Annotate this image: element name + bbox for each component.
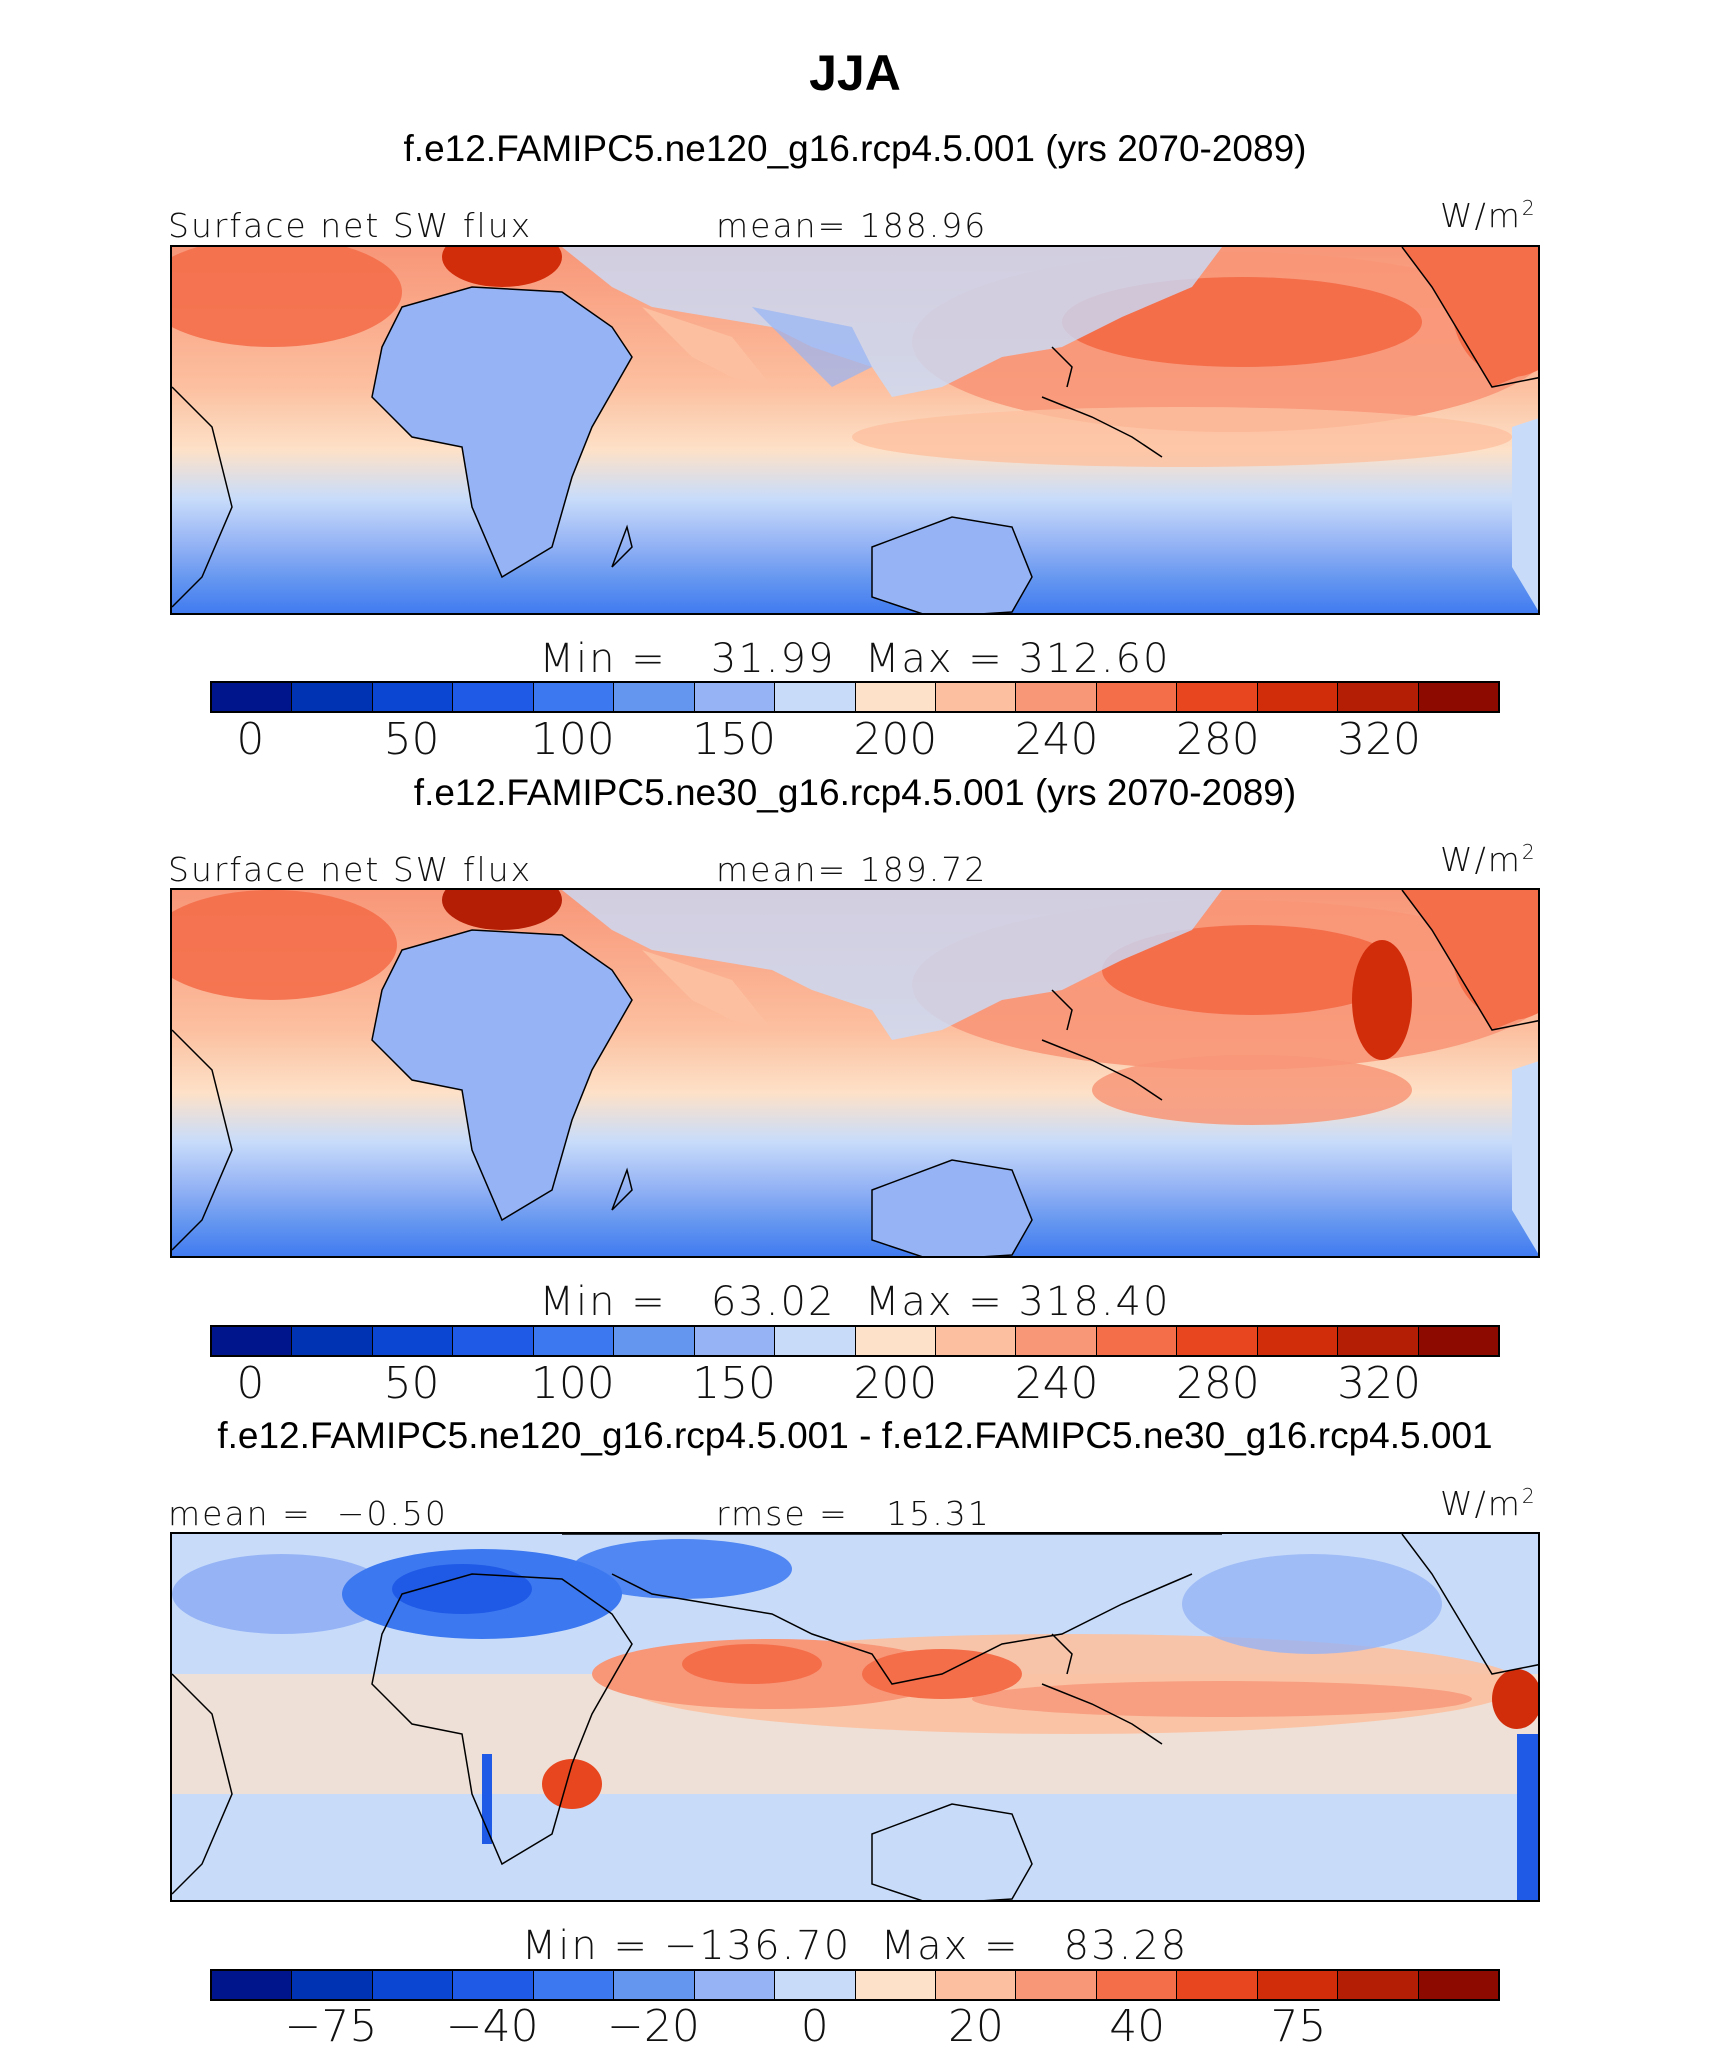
panel-3-units: W/m2 xyxy=(1440,1484,1537,1523)
panel-1-map xyxy=(170,245,1540,615)
panel-3-title: f.e12.FAMIPC5.ne120_g16.rcp4.5.001 - f.e… xyxy=(217,1415,1493,1456)
colorbar-tick-label: 240 xyxy=(1014,714,1099,765)
panel-3-rmse-label: rmse = 15.31 xyxy=(716,1494,991,1533)
colorbar-cell xyxy=(212,1971,293,1999)
colorbar-cell xyxy=(775,1327,856,1355)
colorbar-cell xyxy=(292,1327,373,1355)
panel-2-minmax: Min = 63.02 Max = 318.40 xyxy=(539,1279,1171,1325)
colorbar-cell xyxy=(694,1327,776,1355)
colorbar-cell xyxy=(292,683,373,711)
colorbar-cell xyxy=(1177,1327,1258,1355)
colorbar-cell xyxy=(533,1327,615,1355)
colorbar-tick-label: 150 xyxy=(692,714,777,765)
panel-1-variable-label: Surface net SW flux xyxy=(168,206,533,245)
colorbar-tick-label: 150 xyxy=(692,1358,777,1409)
colorbar-cell xyxy=(1418,1971,1498,1999)
colorbar-cell xyxy=(935,1971,1017,1999)
colorbar-cell xyxy=(614,683,695,711)
colorbar-cell xyxy=(1257,683,1339,711)
colorbar-cell xyxy=(1338,1971,1419,1999)
panel-3-map xyxy=(170,1532,1540,1902)
season-title: JJA xyxy=(809,45,901,101)
colorbar-cell xyxy=(1096,683,1178,711)
colorbar-cell xyxy=(1096,1327,1178,1355)
colorbar-cell xyxy=(935,683,1017,711)
colorbar-cell xyxy=(1016,683,1097,711)
colorbar-cell xyxy=(855,1327,936,1355)
colorbar-cell xyxy=(614,1971,695,1999)
panel-3-map-svg xyxy=(172,1534,1538,1900)
panel-2-title: f.e12.FAMIPC5.ne30_g16.rcp4.5.001 (yrs 2… xyxy=(413,772,1297,813)
colorbar-cell xyxy=(212,1327,293,1355)
colorbar-tick-label: 0 xyxy=(800,2001,829,2052)
colorbar-tick-label: 320 xyxy=(1337,714,1422,765)
colorbar-cell xyxy=(1096,1971,1178,1999)
panel-1-units: W/m2 xyxy=(1440,196,1537,235)
panel-1-mean-label: mean= 188.96 xyxy=(716,206,988,245)
colorbar-cell xyxy=(292,1971,373,1999)
panel-2-mean-label: mean= 189.72 xyxy=(716,850,988,889)
panel-3-mean-label: mean = −0.50 xyxy=(168,1494,448,1533)
colorbar-tick-label: 50 xyxy=(383,714,440,765)
panel-3-colorbar xyxy=(210,1969,1500,2001)
colorbar-cell xyxy=(694,683,776,711)
panel-2-colorbar xyxy=(210,1325,1500,1357)
colorbar-cell xyxy=(212,683,293,711)
colorbar-tick-label: −20 xyxy=(607,2001,700,2052)
colorbar-cell xyxy=(1177,1971,1258,1999)
colorbar-cell xyxy=(775,1971,856,1999)
colorbar-cell xyxy=(372,1327,454,1355)
panel-1-colorbar xyxy=(210,681,1500,713)
colorbar-cell xyxy=(935,1327,1017,1355)
colorbar-tick-label: 320 xyxy=(1337,1358,1422,1409)
colorbar-tick-label: 280 xyxy=(1175,1358,1260,1409)
colorbar-cell xyxy=(453,1971,534,1999)
colorbar-cell xyxy=(453,1327,534,1355)
colorbar-tick-label: 0 xyxy=(236,714,265,765)
panel-2-map-svg xyxy=(172,890,1538,1256)
panel-2-units: W/m2 xyxy=(1440,840,1537,879)
colorbar-cell xyxy=(372,1971,454,1999)
panel-1-minmax: Min = 31.99 Max = 312.60 xyxy=(539,636,1171,682)
colorbar-tick-label: −40 xyxy=(445,2001,539,2052)
colorbar-cell xyxy=(372,683,454,711)
colorbar-cell xyxy=(1418,683,1498,711)
colorbar-tick-label: 40 xyxy=(1109,2001,1166,2052)
colorbar-cell xyxy=(453,683,534,711)
colorbar-tick-label: 280 xyxy=(1175,714,1260,765)
colorbar-tick-label: 200 xyxy=(853,714,938,765)
colorbar-tick-label: 100 xyxy=(530,1358,615,1409)
colorbar-cell xyxy=(1338,1327,1419,1355)
colorbar-cell xyxy=(1177,683,1258,711)
colorbar-tick-label: 0 xyxy=(236,1358,265,1409)
colorbar-cell xyxy=(533,683,615,711)
panel-3-minmax: Min = −136.70 Max = 83.28 xyxy=(521,1923,1189,1969)
panel-2-variable-label: Surface net SW flux xyxy=(168,850,533,889)
colorbar-tick-label: 75 xyxy=(1270,2001,1327,2052)
colorbar-cell xyxy=(855,1971,936,1999)
colorbar-cell xyxy=(533,1971,615,1999)
panel-2-map xyxy=(170,888,1540,1258)
colorbar-tick-label: 240 xyxy=(1014,1358,1099,1409)
colorbar-cell xyxy=(1016,1971,1097,1999)
colorbar-cell xyxy=(1257,1971,1339,1999)
colorbar-cell xyxy=(1257,1327,1339,1355)
colorbar-tick-label: 20 xyxy=(947,2001,1004,2052)
colorbar-cell xyxy=(694,1971,776,1999)
panel-1-title: f.e12.FAMIPC5.ne120_g16.rcp4.5.001 (yrs … xyxy=(403,128,1307,169)
colorbar-tick-label: 50 xyxy=(383,1358,440,1409)
colorbar-tick-label: 100 xyxy=(530,714,615,765)
colorbar-tick-label: −75 xyxy=(284,2001,378,2052)
colorbar-cell xyxy=(614,1327,695,1355)
colorbar-cell xyxy=(775,683,856,711)
colorbar-tick-label: 200 xyxy=(853,1358,938,1409)
colorbar-cell xyxy=(1338,683,1419,711)
colorbar-cell xyxy=(855,683,936,711)
colorbar-cell xyxy=(1016,1327,1097,1355)
colorbar-cell xyxy=(1418,1327,1498,1355)
panel-1-map-svg xyxy=(172,247,1538,613)
